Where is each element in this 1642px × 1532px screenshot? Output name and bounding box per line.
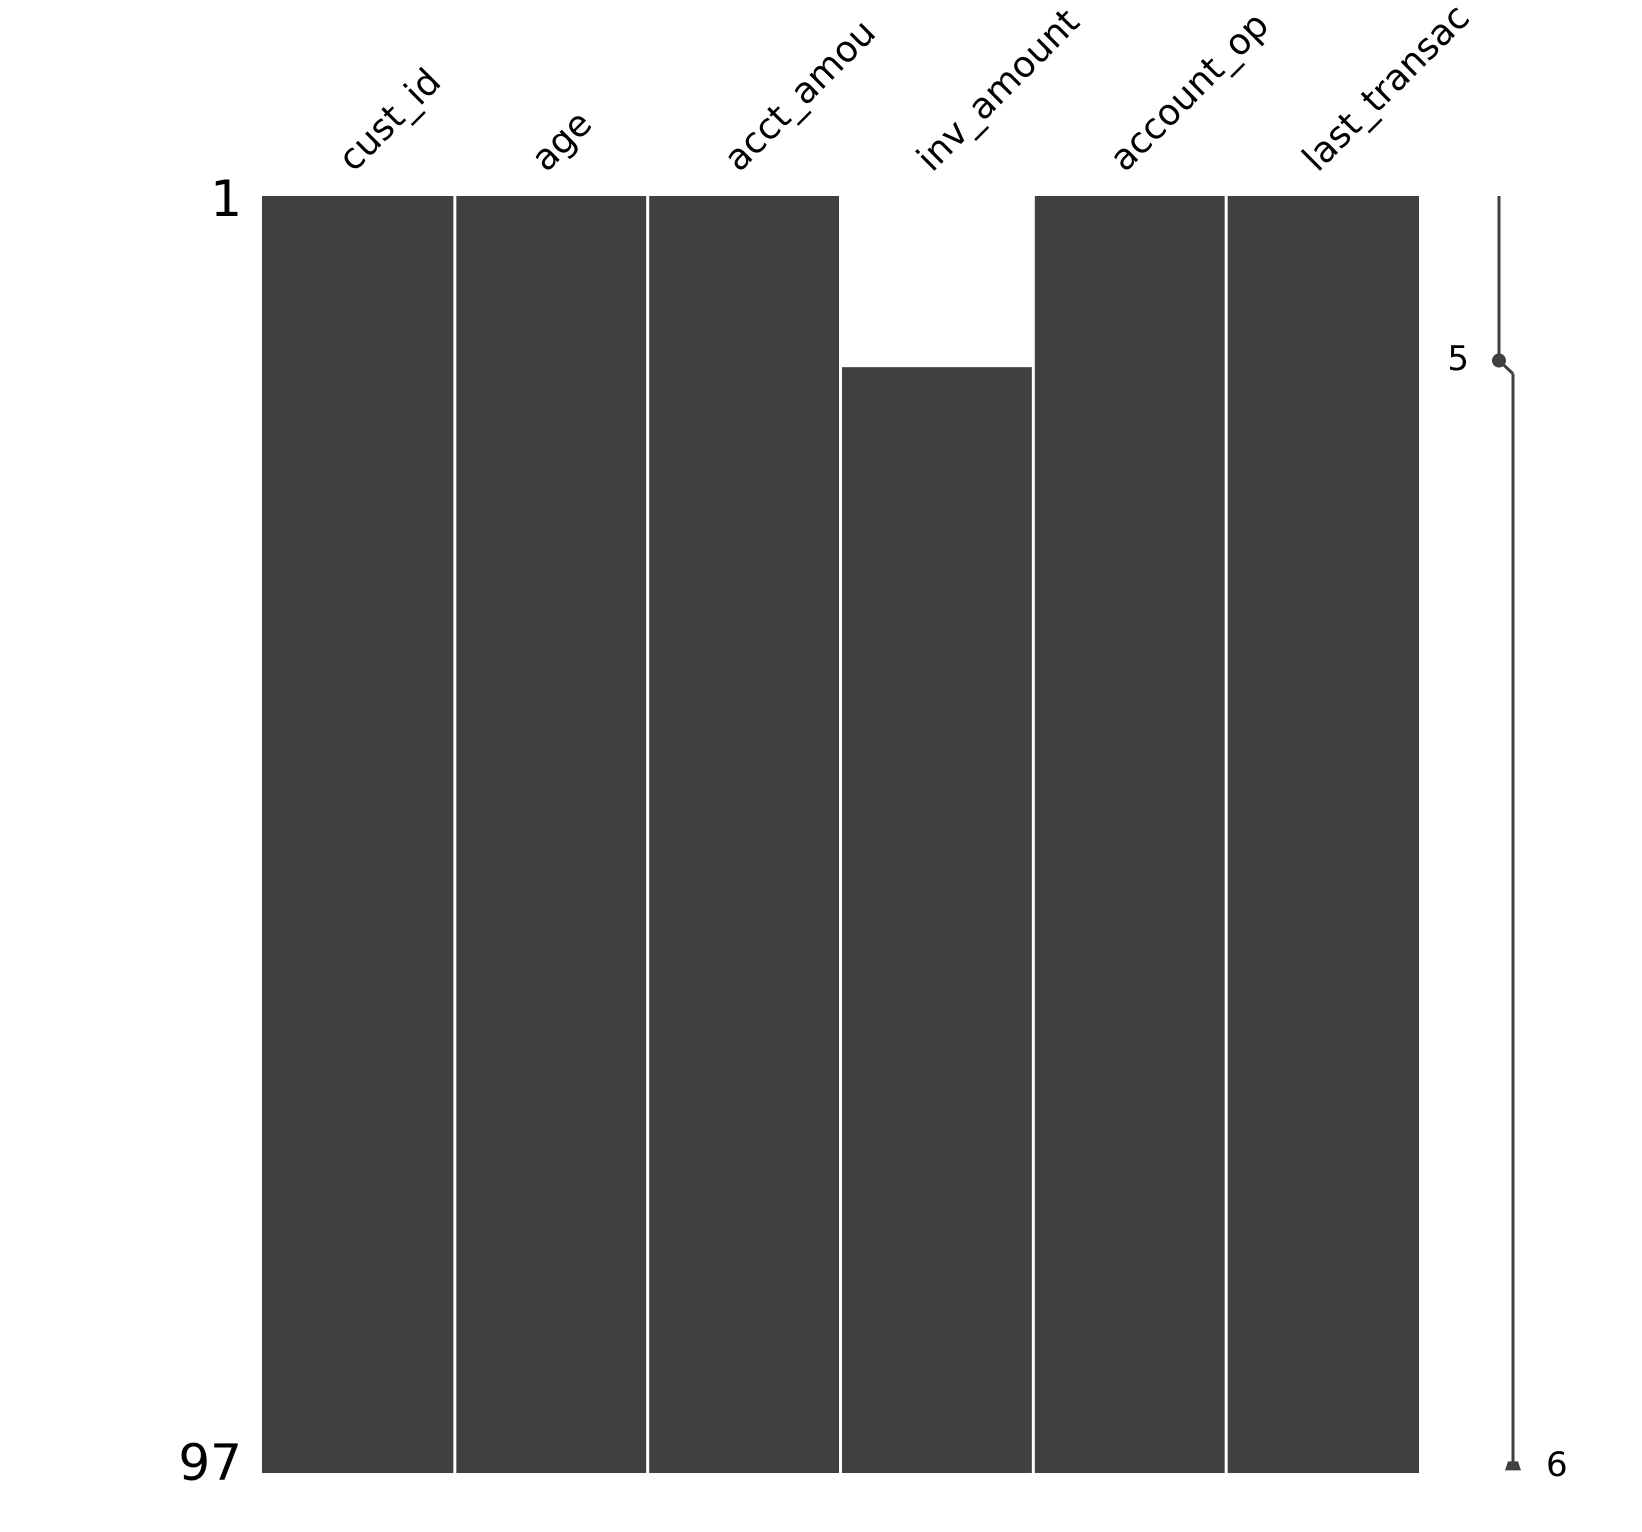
column-label: age [524, 103, 600, 179]
column-label: inv_amount [909, 1, 1087, 179]
sparkline-min-label: 5 [1447, 339, 1469, 379]
sparkline-max-label: 6 [1546, 1445, 1568, 1485]
column-cells [454, 196, 648, 1473]
column-cells [262, 196, 455, 1473]
missing-cells [840, 196, 1034, 368]
column-label: acct_amou [717, 12, 884, 179]
column-cells [647, 196, 841, 1473]
sparkline-min-marker [1492, 353, 1506, 368]
row-label: 97 [178, 1434, 242, 1492]
column-label: account_op [1102, 5, 1277, 180]
column-cells [1226, 196, 1419, 1473]
column-cells [840, 196, 1034, 1473]
sparkline-max-marker [1505, 1461, 1521, 1471]
column-label: last_transac [1295, 0, 1478, 179]
row-label: 1 [210, 170, 242, 228]
column-cells [1033, 196, 1227, 1473]
column-label: cust_id [331, 61, 449, 179]
